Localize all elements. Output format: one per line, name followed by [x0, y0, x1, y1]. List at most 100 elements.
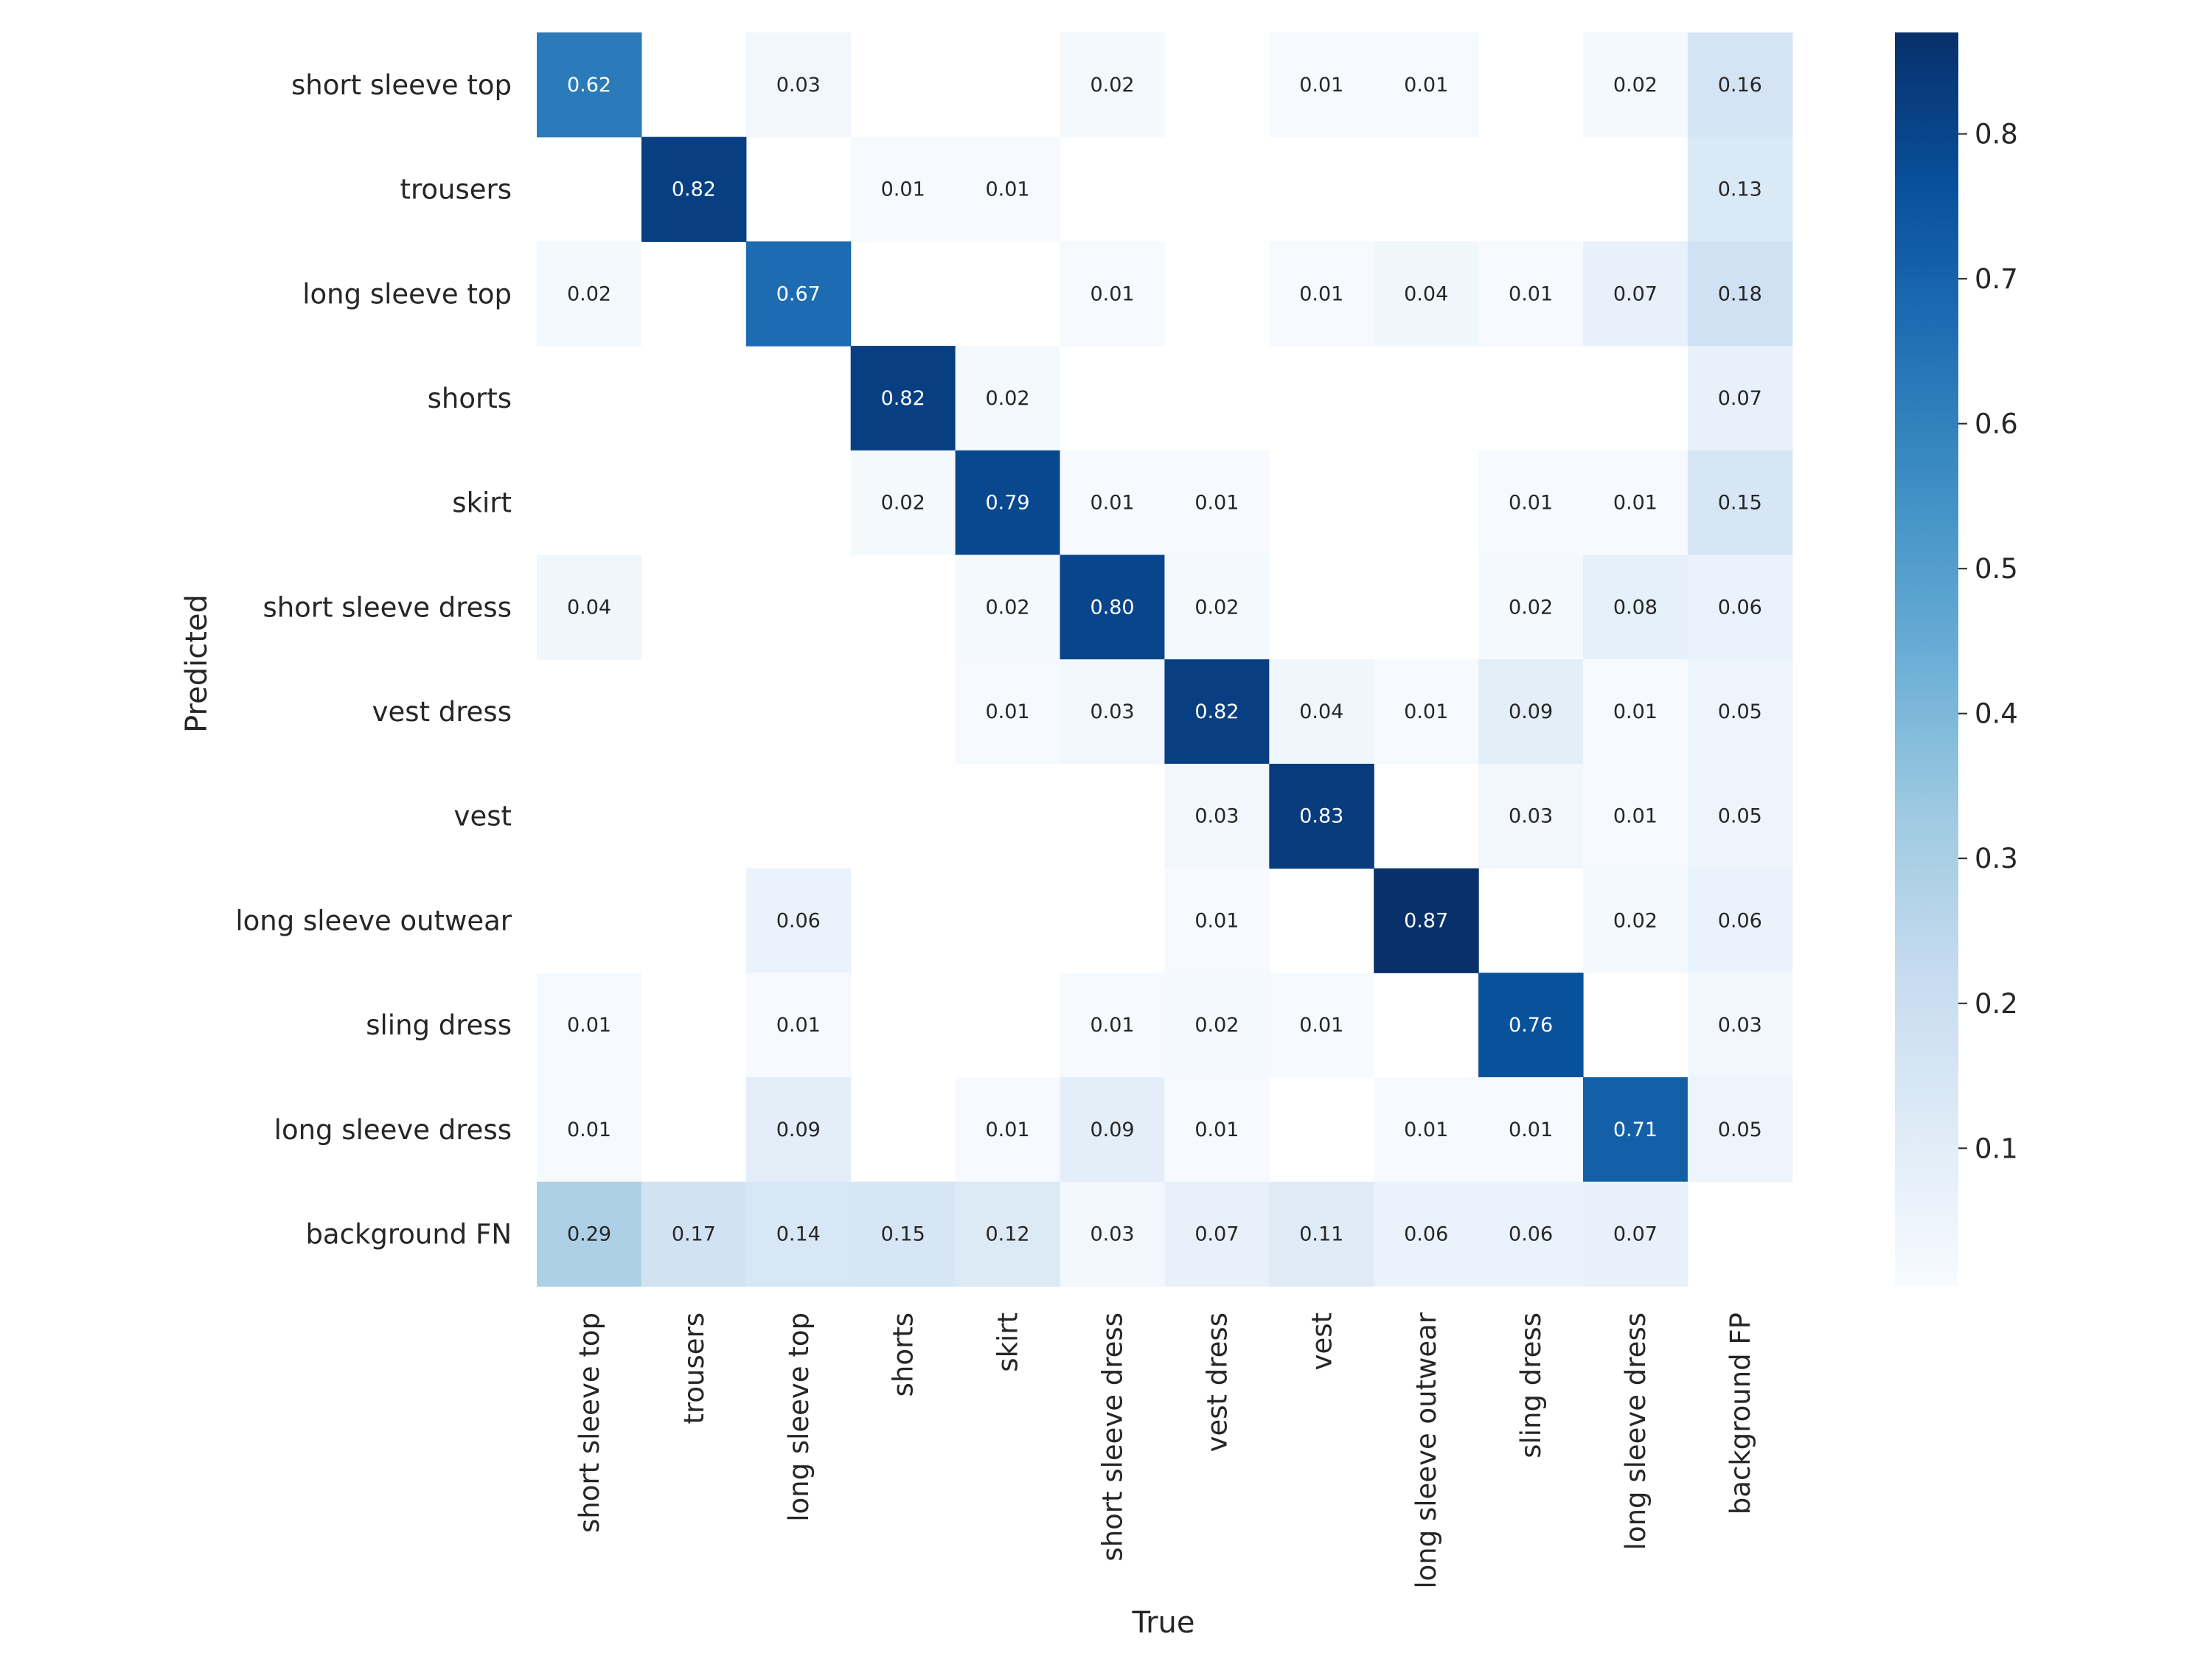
x-tick-label-long-sleeve-outwear: long sleeve outwear	[1411, 1312, 1442, 1588]
heatmap-cell	[745, 1077, 852, 1183]
heatmap-cell	[1374, 868, 1479, 973]
heatmap-cell	[955, 450, 1061, 556]
y-tick-labels: short sleeve top trousers long sleeve top s…	[235, 69, 512, 1251]
cell-value-label: 0.13	[1718, 178, 1762, 201]
y-tick-label-vest: vest	[454, 801, 512, 832]
cell-value-label: 0.82	[672, 178, 716, 201]
y-tick-label-long-sleeve-outwear: long sleeve outwear	[235, 905, 512, 936]
x-tick-label-skirt: skirt	[992, 1312, 1024, 1372]
cell-value-label: 0.71	[1613, 1119, 1658, 1141]
heatmap-cell	[745, 241, 852, 347]
x-tick-label-sling-dress: sling dress	[1515, 1312, 1547, 1458]
heatmap-cell	[537, 1077, 642, 1183]
heatmap-cell	[1687, 1077, 1793, 1183]
cell-value-label: 0.05	[1718, 1119, 1762, 1141]
cell-value-label: 0.03	[1090, 1223, 1134, 1246]
colorbar-tick-label: 0.6	[1975, 408, 2018, 440]
heatmap-cell	[1060, 241, 1165, 347]
cell-value-label: 0.01	[1090, 1014, 1134, 1037]
heatmap-cell	[1269, 973, 1374, 1078]
cell-value-label: 0.02	[1509, 596, 1553, 619]
cell-value-label: 0.01	[985, 700, 1029, 723]
cell-value-label: 0.82	[881, 387, 925, 410]
cell-value-label: 0.02	[1090, 74, 1134, 97]
cell-value-label: 0.02	[881, 492, 925, 515]
cell-value-label: 0.03	[1509, 805, 1553, 828]
heatmap-cells: 0.62 0.03 0.02 0.01 0.01 0.02 0.16 0.82 0.01 0.01…	[537, 32, 1793, 1287]
heatmap-cell	[1164, 659, 1270, 765]
heatmap-cell	[537, 554, 642, 660]
cell-value-label: 0.03	[776, 74, 821, 97]
colorbar-tick-label: 0.4	[1975, 698, 2018, 730]
cell-value-label: 0.79	[985, 492, 1029, 515]
cell-value-label: 0.15	[1718, 492, 1762, 515]
cell-value-label: 0.02	[985, 596, 1029, 619]
colorbar-ticks: 0.1 0.2 0.3 0.4 0.5 0.6 0.7 0.8	[1958, 119, 2018, 1164]
cell-value-label: 0.06	[1718, 596, 1762, 619]
x-tick-label-long-sleeve-top: long sleeve top	[783, 1312, 815, 1522]
heatmap-cell	[1060, 973, 1165, 1078]
y-tick-label-vest-dress: vest dress	[372, 696, 512, 728]
cell-value-label: 0.07	[1194, 1223, 1239, 1246]
cell-value-label: 0.76	[1509, 1014, 1553, 1037]
heatmap-cell	[1478, 241, 1584, 347]
cell-value-label: 0.05	[1718, 805, 1762, 828]
heatmap-cell	[1269, 659, 1374, 765]
heatmap-cell	[1164, 1077, 1270, 1183]
heatmap-cell	[1478, 763, 1584, 869]
heatmap-cell	[1687, 32, 1793, 138]
heatmap-cell	[1478, 450, 1584, 556]
cell-value-label: 0.02	[1613, 909, 1658, 932]
heatmap-cell	[537, 973, 642, 1078]
cell-value-label: 0.09	[776, 1119, 821, 1141]
cell-value-label: 0.01	[1509, 1119, 1553, 1141]
cell-value-label: 0.02	[985, 387, 1029, 410]
cell-value-label: 0.01	[1194, 909, 1239, 932]
heatmap-cell	[1164, 763, 1270, 869]
heatmap-cell	[1583, 241, 1688, 347]
cell-value-label: 0.62	[567, 74, 611, 97]
heatmap-cell	[1478, 554, 1584, 660]
heatmap-cell	[1687, 136, 1793, 242]
cell-value-label: 0.82	[1194, 700, 1239, 723]
heatmap-cell	[1374, 241, 1479, 347]
cell-value-label: 0.01	[985, 1119, 1029, 1141]
heatmap-cell	[1374, 32, 1479, 138]
heatmap-cell	[1374, 1077, 1479, 1183]
heatmap-cell	[1478, 1077, 1584, 1183]
cell-value-label: 0.01	[1194, 492, 1239, 515]
cell-value-label: 0.01	[1299, 74, 1343, 97]
y-tick-label-skirt: skirt	[452, 487, 512, 519]
heatmap-cell	[745, 868, 852, 973]
heatmap-cell	[1687, 554, 1793, 660]
heatmap-cell	[850, 1181, 956, 1287]
cell-value-label: 0.09	[1509, 700, 1553, 723]
heatmap-cell	[955, 554, 1061, 660]
cell-value-label: 0.01	[1090, 282, 1134, 305]
x-tick-label-vest-dress: vest dress	[1201, 1312, 1233, 1452]
heatmap-cell	[1687, 450, 1793, 556]
heatmap-cell	[1478, 1181, 1584, 1287]
heatmap-cell	[955, 1181, 1061, 1287]
cell-value-label: 0.01	[1509, 282, 1553, 305]
heatmap-cell	[955, 136, 1061, 242]
x-tick-label-shorts: shorts	[888, 1312, 919, 1397]
heatmap-cell	[1687, 868, 1793, 973]
cell-value-label: 0.80	[1090, 596, 1134, 619]
cell-value-label: 0.01	[1613, 492, 1658, 515]
cell-value-label: 0.06	[776, 909, 821, 932]
heatmap-cell	[1060, 1077, 1165, 1183]
cell-value-label: 0.01	[1299, 1014, 1343, 1037]
heatmap-cell	[1687, 659, 1793, 765]
cell-value-label: 0.01	[1613, 700, 1658, 723]
heatmap-cell	[1583, 1077, 1688, 1183]
cell-value-label: 0.06	[1509, 1223, 1553, 1246]
cell-value-label: 0.01	[776, 1014, 821, 1037]
y-tick-label-sling-dress: sling dress	[366, 1009, 512, 1041]
cell-value-label: 0.03	[1194, 805, 1239, 828]
heatmap-cell	[1164, 1181, 1270, 1287]
heatmap-cell	[641, 136, 747, 242]
heatmap-cell	[537, 32, 642, 138]
cell-value-label: 0.17	[672, 1223, 716, 1246]
